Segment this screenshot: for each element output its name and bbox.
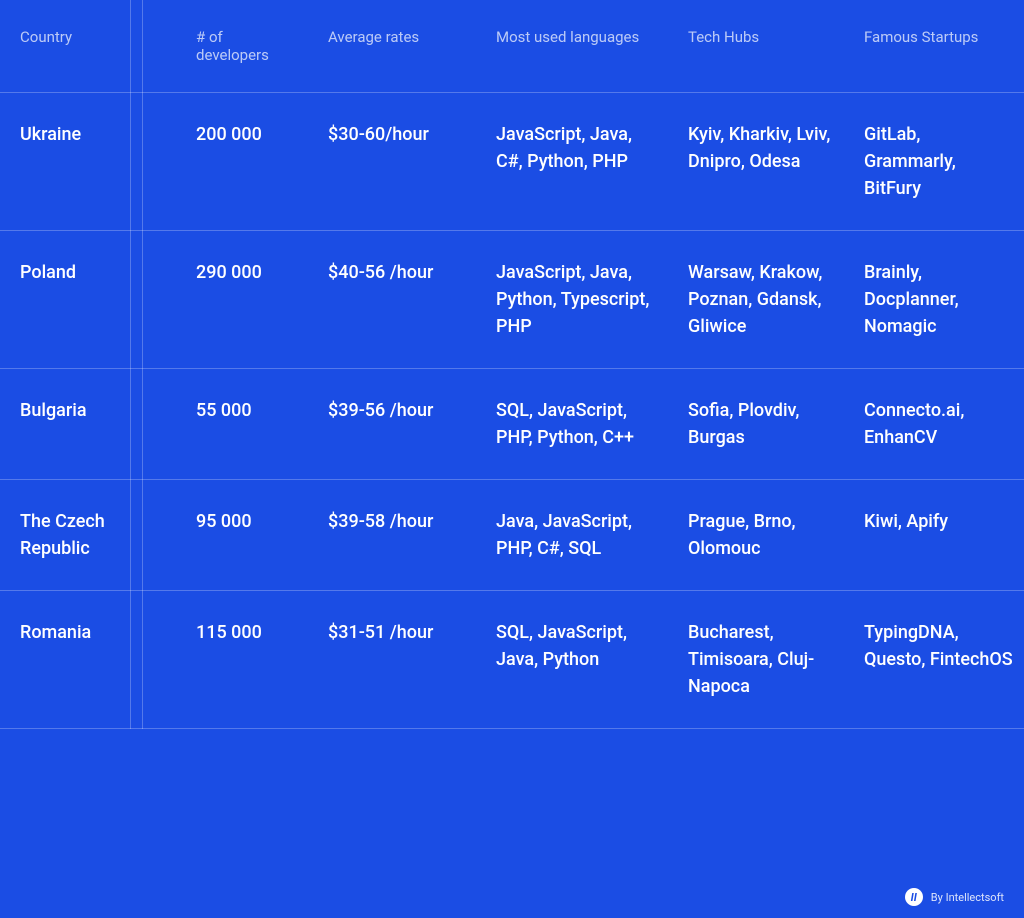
footer-attribution: II By Intellectsoft: [905, 888, 1004, 906]
cell-country: Ukraine: [0, 121, 176, 202]
cell-hubs: Kyiv, Kharkiv, Lviv, Dnipro, Odesa: [668, 121, 844, 202]
cell-hubs: Prague, Brno, Olomouc: [668, 508, 844, 562]
cell-country: Romania: [0, 619, 176, 700]
cell-rates: $31-51 /hour: [308, 619, 476, 700]
table-row: The Czech Republic 95 000 $39-58 /hour J…: [0, 480, 1024, 591]
cell-developers: 55 000: [176, 397, 308, 451]
cell-startups: Brainly, Docplanner, Nomagic: [844, 259, 1024, 340]
table-row: Bulgaria 55 000 $39-56 /hour SQL, JavaSc…: [0, 369, 1024, 480]
cell-developers: 290 000: [176, 259, 308, 340]
cell-startups: Kiwi, Apify: [844, 508, 1024, 562]
cell-hubs: Bucharest, Timisoara, Cluj-Napoca: [668, 619, 844, 700]
cell-developers: 95 000: [176, 508, 308, 562]
cell-hubs: Sofia, Plovdiv, Burgas: [668, 397, 844, 451]
header-country: Country: [0, 28, 176, 64]
cell-developers: 115 000: [176, 619, 308, 700]
header-hubs: Tech Hubs: [668, 28, 844, 64]
cell-rates: $39-58 /hour: [308, 508, 476, 562]
header-languages: Most used languages: [476, 28, 668, 64]
cell-developers: 200 000: [176, 121, 308, 202]
header-developers: # of developers: [176, 28, 308, 64]
cell-languages: JavaScript, Java, Python, Typescript, PH…: [476, 259, 668, 340]
cell-rates: $39-56 /hour: [308, 397, 476, 451]
cell-languages: SQL, JavaScript, Java, Python: [476, 619, 668, 700]
cell-rates: $30-60/hour: [308, 121, 476, 202]
cell-startups: TypingDNA, Questo, FintechOS: [844, 619, 1024, 700]
vertical-divider-1: [130, 0, 131, 729]
cell-languages: JavaScript, Java, C#, Python, PHP: [476, 121, 668, 202]
header-startups: Famous Startups: [844, 28, 1024, 64]
table-row: Romania 115 000 $31-51 /hour SQL, JavaSc…: [0, 591, 1024, 729]
cell-startups: GitLab, Grammarly, BitFury: [844, 121, 1024, 202]
cell-country: The Czech Republic: [0, 508, 176, 562]
table-header-row: Country # of developers Average rates Mo…: [0, 0, 1024, 93]
cell-hubs: Warsaw, Krakow, Poznan, Gdansk, Gliwice: [668, 259, 844, 340]
vertical-divider-2: [142, 0, 143, 729]
cell-languages: SQL, JavaScript, PHP, Python, C++: [476, 397, 668, 451]
header-rates: Average rates: [308, 28, 476, 64]
cell-country: Poland: [0, 259, 176, 340]
table-row: Poland 290 000 $40-56 /hour JavaScript, …: [0, 231, 1024, 369]
comparison-table: Country # of developers Average rates Mo…: [0, 0, 1024, 729]
footer-label: By Intellectsoft: [931, 891, 1004, 904]
cell-languages: Java, JavaScript, PHP, C#, SQL: [476, 508, 668, 562]
cell-rates: $40-56 /hour: [308, 259, 476, 340]
cell-startups: Connecto.ai, EnhanCV: [844, 397, 1024, 451]
cell-country: Bulgaria: [0, 397, 176, 451]
table-row: Ukraine 200 000 $30-60/hour JavaScript, …: [0, 93, 1024, 231]
brand-icon: II: [905, 888, 923, 906]
